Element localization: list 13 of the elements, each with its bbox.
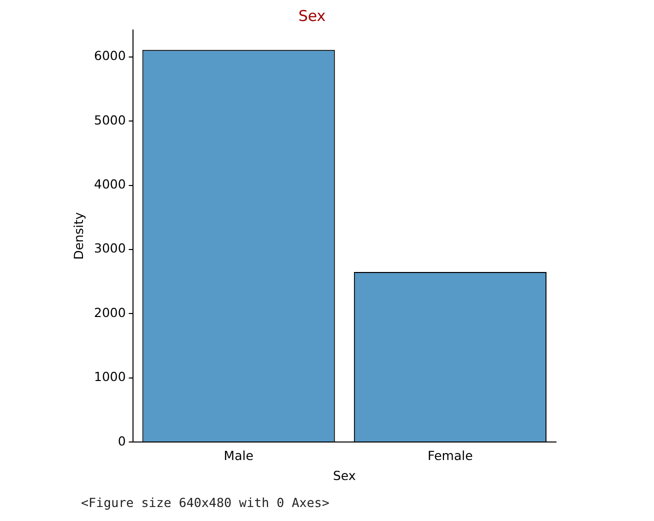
chart-title: Sex	[298, 6, 326, 25]
y-axis-title: Density	[70, 212, 86, 260]
y-tick-label: 5000	[94, 112, 126, 128]
x-tick-label: Female	[428, 448, 474, 463]
y-tick-label: 3000	[94, 240, 126, 256]
x-tick-label: Male	[224, 448, 254, 463]
y-tick-label: 6000	[94, 48, 126, 64]
y-tick-label: 0	[118, 433, 126, 448]
text: <Figure size 640x480 with 0 Axes>	[81, 495, 330, 510]
y-tick-label: 1000	[94, 369, 126, 384]
y-tick-label: 2000	[94, 304, 126, 320]
x-axis-title: Sex	[333, 468, 356, 483]
y-tick-label: 4000	[94, 176, 126, 192]
